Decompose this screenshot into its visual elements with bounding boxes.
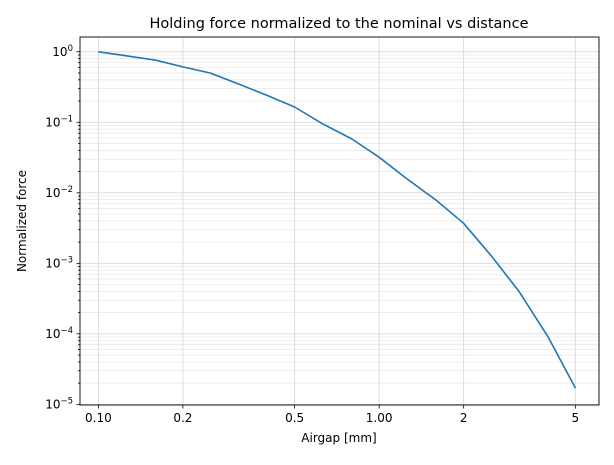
x-tick-label: 2 bbox=[460, 411, 468, 425]
y-tick-label: 10−4 bbox=[45, 326, 73, 341]
x-tick-label: 0.5 bbox=[285, 411, 304, 425]
y-tick-label: 10−2 bbox=[45, 185, 73, 200]
series-line bbox=[98, 51, 577, 389]
chart-title: Holding force normalized to the nominal … bbox=[149, 16, 528, 32]
x-tick-label: 5 bbox=[572, 411, 580, 425]
y-tick-label: 10−1 bbox=[45, 114, 73, 129]
x-tick-label: 1.00 bbox=[366, 411, 393, 425]
x-axis-label: Airgap [mm] bbox=[301, 431, 376, 445]
y-tick-label: 10−5 bbox=[45, 396, 73, 411]
y-tick-label: 10−3 bbox=[45, 255, 73, 270]
grid bbox=[80, 37, 599, 405]
y-axis-label: Normalized force bbox=[15, 170, 29, 272]
y-tick-label: 100 bbox=[52, 44, 73, 59]
axis-ticks: 0.10 0.2 0.5 1.00 2 5 100 10−1 10−2 10−3 10−4 10−5 bbox=[45, 44, 579, 425]
x-tick-label: 0.2 bbox=[173, 411, 192, 425]
x-tick-label: 0.10 bbox=[85, 411, 112, 425]
